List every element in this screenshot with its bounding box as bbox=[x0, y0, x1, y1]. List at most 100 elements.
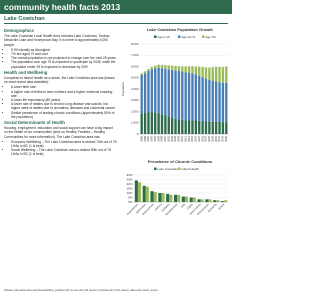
bullet: The overall population is not projected … bbox=[11, 56, 117, 60]
bar-segment bbox=[194, 66, 198, 75]
bar-segment bbox=[221, 67, 225, 83]
y-tick-label: 4,000 bbox=[131, 87, 139, 91]
bar-segment bbox=[164, 115, 167, 134]
bar-segment bbox=[157, 64, 160, 68]
bar-segment bbox=[157, 67, 160, 114]
bar bbox=[169, 194, 173, 202]
bar-segment bbox=[184, 66, 187, 73]
bar bbox=[150, 191, 154, 202]
bar-segment bbox=[140, 73, 143, 75]
bar-segment bbox=[198, 75, 201, 121]
bar-segment bbox=[211, 121, 214, 134]
bar-segment bbox=[164, 65, 167, 69]
bar-segment bbox=[225, 122, 228, 134]
chart-title: Lake Cowichan Population Growth bbox=[147, 27, 214, 32]
bar-segment bbox=[211, 80, 214, 122]
y-tick-label: 6,000 bbox=[131, 64, 139, 68]
y-tick-label: 5,000 bbox=[131, 76, 139, 80]
x-tick-label: 1988 bbox=[143, 135, 147, 141]
bar-segment bbox=[160, 64, 164, 69]
bar-segment bbox=[177, 119, 181, 134]
chart: Prevalence of Chronic Conditions Lake Cow… bbox=[125, 159, 228, 216]
x-tick-label: 2002 bbox=[166, 135, 170, 141]
bar-segment bbox=[208, 80, 211, 122]
bar bbox=[189, 197, 193, 202]
bar bbox=[181, 196, 185, 202]
bar-segment bbox=[143, 112, 147, 134]
page: community health facts 2013 Lake Cowicha… bbox=[0, 0, 232, 300]
bar-segment bbox=[150, 112, 154, 134]
bar bbox=[192, 197, 196, 202]
bar-segment bbox=[147, 68, 150, 71]
bar bbox=[142, 185, 146, 202]
bullet: The population over age 75 is expected t… bbox=[11, 60, 117, 68]
x-tick-label: 2022 bbox=[200, 135, 204, 141]
bar-segment bbox=[167, 116, 170, 134]
bar-segment bbox=[201, 121, 204, 134]
bar-segment bbox=[184, 120, 187, 134]
x-tick-label: 2010 bbox=[180, 135, 184, 141]
bar-segment bbox=[174, 118, 177, 134]
paragraph: Housing, employment, education and socia… bbox=[4, 126, 113, 139]
x-tick-label: 2024 bbox=[204, 135, 208, 141]
bar-segment bbox=[140, 74, 143, 114]
bar-segment bbox=[170, 65, 174, 70]
bar-segment bbox=[187, 66, 191, 73]
bar-segment bbox=[160, 114, 164, 134]
x-tick-label: Asthma bbox=[154, 202, 163, 211]
y-tick-label: 0 bbox=[137, 132, 139, 136]
x-tick-label: Dementia bbox=[207, 202, 218, 213]
y-tick-label: 30% bbox=[126, 173, 132, 177]
bullet-list: Economic Wellbeing – The Lake Cowichan a… bbox=[4, 140, 117, 157]
x-tick-label: 2016 bbox=[190, 135, 194, 141]
x-tick-label: 1996 bbox=[156, 135, 160, 141]
y-tick-label: 8,000 bbox=[131, 42, 139, 46]
bar-segment bbox=[164, 68, 167, 116]
y-tick-label: 10% bbox=[126, 191, 132, 195]
y-tick-label: 20% bbox=[126, 182, 132, 186]
x-tick-label: Stroke bbox=[217, 202, 226, 211]
bar bbox=[197, 199, 201, 202]
section-heading: Demographics bbox=[4, 28, 34, 33]
bar-segment bbox=[147, 71, 150, 113]
bullet: 7% are aged 75 and over. bbox=[11, 52, 117, 56]
footer: Please visit www.viha.ca/mho/stats/lha_p… bbox=[4, 288, 159, 292]
bar bbox=[134, 180, 138, 202]
bar-segment bbox=[201, 77, 204, 122]
bar bbox=[145, 186, 149, 202]
bar-segment bbox=[181, 71, 184, 120]
bar bbox=[177, 194, 181, 202]
y-axis-label: Population bbox=[121, 82, 125, 97]
bar bbox=[166, 193, 170, 202]
x-tick-label: 2012 bbox=[183, 135, 187, 141]
bar-segment bbox=[143, 73, 147, 113]
y-tick-label: 0% bbox=[128, 200, 133, 204]
bar bbox=[216, 200, 220, 202]
bar-segment bbox=[218, 122, 221, 134]
bar-segment bbox=[170, 117, 174, 134]
text-column: Demographics The Lake Cowichan Local Heal… bbox=[4, 27, 117, 159]
x-tick-label: 2018 bbox=[194, 135, 198, 141]
bar-segment bbox=[170, 69, 174, 118]
x-tick-label: 2036 bbox=[224, 135, 228, 141]
bar-segment bbox=[167, 65, 170, 70]
x-tick-label: 2030 bbox=[214, 135, 218, 141]
x-tick-label: IHD bbox=[180, 202, 186, 208]
legend-swatch bbox=[178, 167, 181, 170]
x-tick-label: 2028 bbox=[210, 135, 214, 141]
legend-label: Age 75+ bbox=[206, 35, 218, 39]
bar-segment bbox=[198, 66, 201, 76]
bar-segment bbox=[177, 66, 181, 71]
x-tick-label: 2026 bbox=[207, 135, 211, 141]
x-tick-label: 2014 bbox=[187, 135, 191, 141]
bullet: A lower birth rate. bbox=[11, 85, 117, 89]
paragraph: The Lake Cowichan Local Health Area incl… bbox=[4, 34, 111, 47]
bar-segment bbox=[154, 112, 157, 134]
bar-segment bbox=[221, 82, 225, 123]
x-tick-label: Diabetes bbox=[160, 202, 171, 213]
bar-segment bbox=[174, 70, 177, 119]
bar-segment bbox=[204, 121, 208, 134]
legend-label: Island Health bbox=[182, 167, 200, 171]
bar-segment bbox=[208, 67, 211, 80]
bar-segment bbox=[214, 121, 218, 134]
